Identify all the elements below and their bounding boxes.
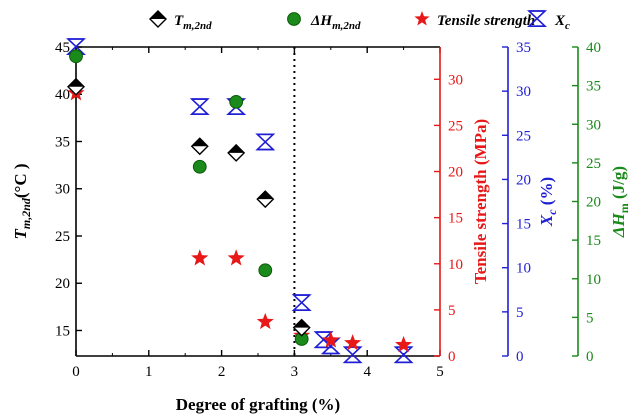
point-ts (191, 249, 209, 266)
point-ts (227, 249, 245, 266)
tensile-axis-tick-label: 5 (448, 303, 456, 319)
point-tm (256, 190, 275, 209)
point-dh (258, 263, 273, 278)
point-xc (342, 346, 363, 364)
point-xc (393, 346, 414, 364)
diamond-fill (68, 78, 84, 87)
left-y-axis-title: Tm,2nd(°C ) (11, 163, 33, 239)
left-y-tick-label: 30 (55, 182, 70, 198)
left-y-tick-label: 40 (55, 87, 70, 103)
legend-item-xc: Xc (526, 10, 570, 32)
x-axis-title: Degree of grafting (%) (176, 395, 340, 414)
point-dh (229, 94, 244, 109)
x-tick-label: 2 (218, 364, 226, 380)
dh-axis-tick-label: 5 (586, 310, 594, 326)
legend-marker-xc (526, 10, 548, 28)
xc-axis-tick-label: 15 (516, 217, 531, 233)
point-dh (192, 159, 207, 174)
diamond-fill (150, 11, 166, 19)
xc-axis-tick-label: 0 (516, 349, 524, 365)
left-y-tick-label: 25 (55, 229, 70, 245)
x-tick-label: 3 (291, 364, 299, 380)
point-ts (322, 331, 340, 348)
point-tm (292, 318, 311, 337)
x-tick-label: 0 (72, 364, 80, 380)
dh-axis-tick-label: 35 (586, 79, 601, 95)
xc-axis-tick-label: 25 (516, 128, 531, 144)
tensile-axis-tick-label: 10 (448, 257, 463, 273)
legend-marker-ts (414, 11, 430, 26)
dh-axis-title: ΔHm (J/g) (609, 166, 631, 238)
dh-axis-tick-label: 10 (586, 272, 601, 288)
legend-item-dh: ΔHm,2nd (287, 12, 361, 32)
legend-item-tm: Tm,2nd (149, 10, 212, 32)
dh-axis-tick-label: 30 (586, 117, 601, 133)
diamond-fill (228, 144, 245, 153)
legend-label-xc: Xc (554, 13, 570, 32)
point-ts (256, 312, 274, 330)
legend-marker-dh (287, 12, 301, 26)
point-xc (255, 133, 276, 151)
point-xc (291, 294, 312, 312)
xc-axis-tick-label: 30 (516, 84, 531, 100)
left-y-tick-label: 20 (55, 276, 70, 292)
diamond-fill (191, 138, 208, 147)
tensile-axis-tick-label: 25 (448, 118, 463, 134)
xc-outline (342, 346, 363, 364)
point-tm (67, 77, 85, 96)
dh-axis-tick-label: 40 (586, 40, 601, 56)
tensile-axis-tick-label: 15 (448, 211, 463, 227)
point-ts (395, 335, 413, 353)
point-ts (344, 334, 362, 351)
xc-axis-tick-label: 10 (516, 261, 531, 277)
tensile-axis-tick-label: 0 (448, 349, 456, 365)
diamond-fill (293, 319, 310, 328)
x-tick-label: 5 (436, 364, 444, 380)
tensile-axis-tick-label: 30 (448, 72, 463, 88)
diamond-fill (257, 191, 274, 200)
xc-axis-tick-label: 20 (516, 172, 531, 188)
x-tick-label: 1 (145, 364, 153, 380)
legend-label-dh: ΔHm,2nd (310, 13, 361, 32)
dh-axis-tick-label: 25 (586, 156, 601, 172)
xc-outline (255, 133, 276, 151)
legend-marker-tm (149, 10, 167, 28)
xc-outline (393, 346, 414, 364)
point-dh (69, 49, 83, 64)
legend-label-ts: Tensile strength (437, 13, 535, 29)
xc-axis-title: Xc (%) (537, 177, 559, 227)
dh-axis-tick-label: 0 (586, 349, 594, 365)
xc-outline (189, 98, 210, 116)
left-y-tick-label: 35 (55, 134, 70, 150)
tensile-axis-tick-label: 20 (448, 165, 463, 181)
left-y-tick-label: 15 (55, 323, 70, 339)
point-xc (189, 98, 210, 116)
xc-outline (291, 294, 312, 312)
xc-axis-tick-label: 5 (516, 305, 524, 321)
point-tm (227, 143, 246, 162)
legend-item-ts: Tensile strength (414, 11, 535, 29)
dh-axis-tick-label: 20 (586, 195, 601, 211)
dh-axis-tick-label: 15 (586, 233, 601, 249)
data-marks (65, 38, 414, 364)
tensile-axis-title: Tensile strength (MPa) (471, 119, 490, 284)
xc-axis-tick-label: 35 (516, 40, 531, 56)
x-tick-label: 4 (363, 364, 371, 380)
point-tm (190, 137, 209, 156)
left-y-tick-label: 45 (55, 40, 70, 56)
legend-label-tm: Tm,2nd (174, 13, 212, 32)
legend: Tm,2nd ΔHm,2nd Tensile strength Xc (149, 10, 570, 32)
